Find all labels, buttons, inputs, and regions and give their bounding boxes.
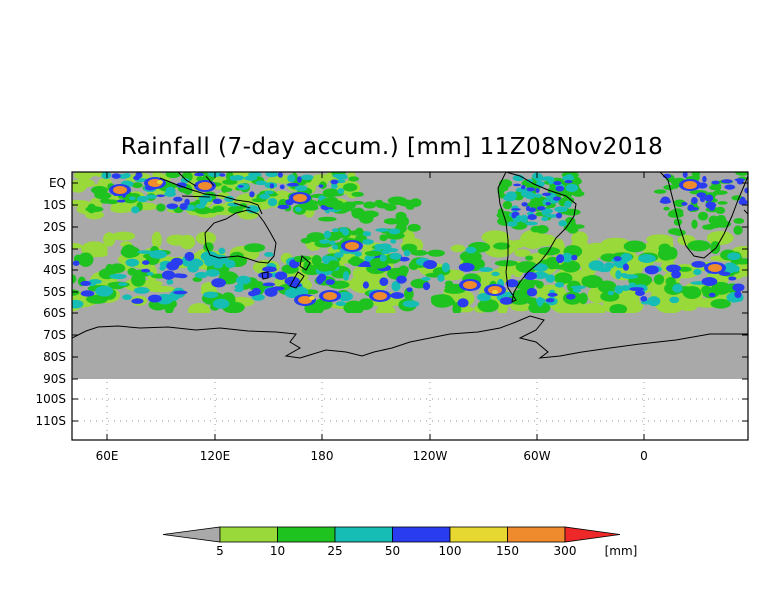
legend-tick-label: 10 — [270, 544, 285, 558]
lon-label: 60E — [96, 449, 119, 463]
africa-coastline — [659, 172, 748, 259]
new-zealand-coastline — [289, 255, 311, 289]
lat-label: 90S — [43, 372, 66, 386]
lat-label: 70S — [43, 328, 66, 342]
legend-unit: [mm] — [605, 544, 638, 558]
longitude-axis: 60E 120E 180 120W 60W 0 — [96, 172, 648, 463]
lat-label: 40S — [43, 263, 66, 277]
legend-tick-label: 50 — [385, 544, 400, 558]
indonesia-coastline — [159, 177, 263, 215]
lon-label: 120E — [200, 449, 231, 463]
legend-swatch — [219, 526, 278, 543]
lat-label: 60S — [43, 306, 66, 320]
lat-label: 100S — [35, 392, 66, 406]
gridlines — [72, 382, 748, 438]
legend-swatch — [449, 526, 508, 543]
map-title: Rainfall (7-day accum.) [mm] 11Z08Nov201… — [120, 134, 664, 160]
coastlines — [72, 172, 748, 359]
lon-label: 120W — [413, 449, 448, 463]
legend-tick-label: 25 — [327, 544, 342, 558]
rainfall-raster — [72, 172, 748, 313]
legend-tick-label: 150 — [496, 544, 519, 558]
lat-label: 10S — [43, 198, 66, 212]
legend-swatch — [277, 526, 336, 543]
legend-tick-label: 5 — [216, 544, 224, 558]
lat-label: EQ — [49, 176, 66, 190]
rainfall-color-legend: 5 10 25 50 100 150 300 [mm] — [162, 526, 638, 558]
legend-tick-label: 100 — [439, 544, 462, 558]
antarctica-coastline — [72, 315, 748, 359]
map-frame — [71, 171, 749, 441]
lon-label: 0 — [640, 449, 648, 463]
lat-label: 20S — [43, 220, 66, 234]
legend-swatch — [392, 526, 451, 543]
lat-label: 30S — [43, 242, 66, 256]
lon-label: 60W — [523, 449, 550, 463]
lat-label: 80S — [43, 350, 66, 364]
legend-tick-label: 300 — [554, 544, 577, 558]
lat-label: 50S — [43, 285, 66, 299]
legend-swatch-above — [564, 526, 621, 543]
legend-swatch — [334, 526, 393, 543]
legend-swatch-below — [162, 526, 221, 543]
no-data-region — [72, 310, 748, 379]
australia-coastline — [204, 209, 277, 264]
south-america-coastline — [497, 172, 577, 303]
latitude-axis: EQ 10S 20S 30S 40S 50S 60S 70S 80S 90S 100S 110S — [35, 176, 748, 428]
legend-swatch — [507, 526, 566, 543]
lon-label: 180 — [311, 449, 334, 463]
lat-label: 110S — [35, 414, 66, 428]
